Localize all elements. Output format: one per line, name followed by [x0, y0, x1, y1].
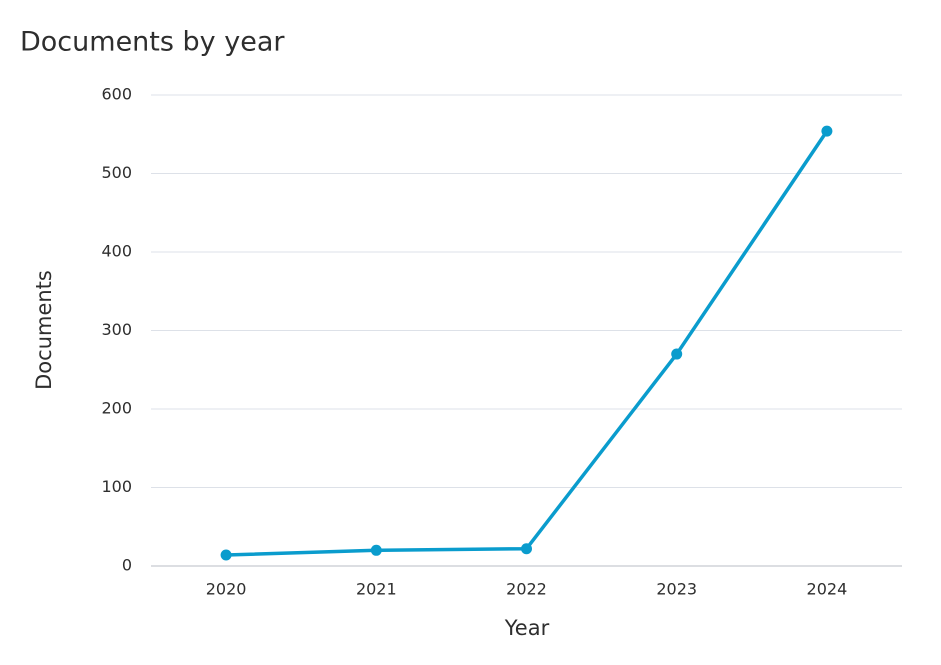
point: [521, 543, 532, 555]
y-tick-label: 500: [101, 163, 132, 182]
chart-title: Documents by year: [20, 27, 285, 58]
x-tick-label: 2020: [206, 580, 247, 599]
y-axis-label: Documents: [32, 270, 56, 390]
y-tick-label: 0: [122, 556, 132, 575]
y-tick-label: 200: [101, 399, 132, 418]
point: [370, 544, 382, 556]
point: [220, 549, 232, 561]
y-tick-label: 400: [101, 242, 132, 261]
point: [671, 348, 683, 360]
y-tick-label: 100: [101, 477, 132, 496]
x-tick-label: 2021: [356, 580, 397, 599]
x-tick-label: 2024: [807, 580, 848, 599]
line: [226, 130, 829, 557]
x-axis-label: Year: [504, 616, 550, 640]
x-tick-label: 2022: [506, 580, 547, 599]
x-tick-label: 2023: [656, 580, 697, 599]
y-tick-label: 300: [101, 320, 132, 339]
point: [821, 125, 833, 137]
y-tick-label: 600: [101, 85, 132, 104]
